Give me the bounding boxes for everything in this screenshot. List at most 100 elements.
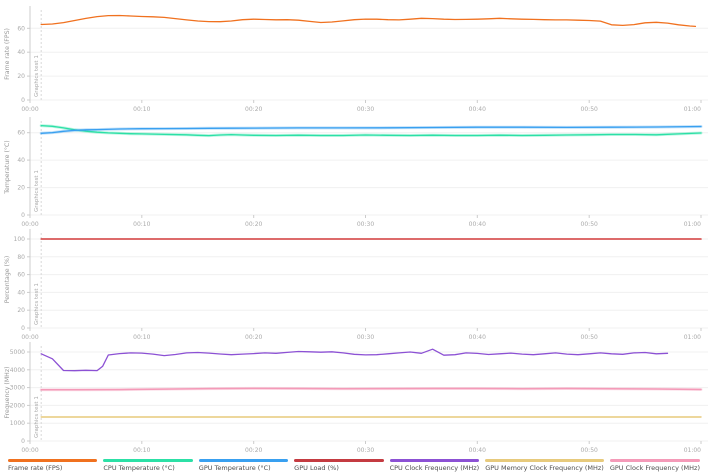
- x-tick-label: 00:50: [581, 447, 598, 454]
- y-tick-label: 1000: [10, 420, 25, 427]
- y-tick-label: 20: [17, 185, 25, 192]
- legend-label: GPU Temperature (°C): [198, 465, 271, 472]
- y-tick-label: 60: [17, 25, 25, 32]
- charts-stack: 0 20 40 60 00:00 00:10 00:20 00:30 00:40 00:50 01:…: [0, 0, 708, 455]
- x-tick-label: 01:00: [684, 106, 701, 112]
- legend-item-gpu-memory-clock-frequency-mhz[interactable]: GPU Memory Clock Frequency (MHz): [485, 459, 604, 472]
- y-tick-label: 0: [21, 212, 25, 219]
- x-tick-label: 00:00: [21, 221, 38, 227]
- y-tick-label: 40: [17, 157, 25, 164]
- x-axis-ticks: 00:00 00:10 00:20 00:30 00:40 00:50 01:00: [21, 328, 702, 341]
- y-axis-ticks: 0 20 40 60 80 100: [14, 236, 30, 332]
- legend-label: CPU Clock Frequency (MHz): [389, 465, 480, 472]
- chart-percentage: 0 20 40 60 80 100 00:00 00:10 00:20 00:30 00:40 00:…: [0, 227, 708, 341]
- x-axis-ticks: 00:00 00:10 00:20 00:30 00:40 00:50 01:00: [21, 441, 702, 454]
- y-tick-label: 0: [21, 325, 25, 332]
- series-line-gpu-clock-frequency-mhz: [40, 387, 702, 391]
- y-tick-label: 4000: [10, 367, 25, 374]
- series-line-frame-rate-fps: [40, 14, 697, 28]
- legend-label: GPU Load (%): [294, 465, 339, 472]
- legend: Frame rate (FPS) CPU Temperature (°C) GPU …: [0, 455, 708, 476]
- x-tick-label: 00:50: [581, 221, 598, 227]
- event-marker-label: Graphics test 1: [34, 283, 40, 325]
- x-tick-label: 00:20: [245, 221, 262, 227]
- y-tick-label: 20: [17, 73, 25, 80]
- gridlines: [30, 351, 708, 442]
- chart-svg-temperature: 0 20 40 60 00:00 00:10 00:20 00:30 00:40 00:50 01:…: [3, 117, 708, 228]
- x-tick-label: 00:10: [133, 447, 150, 454]
- event-marker-label: Graphics test 1: [34, 170, 40, 212]
- x-axis-ticks: 00:00 00:10 00:20 00:30 00:40 00:50 01:00: [21, 100, 702, 113]
- legend-item-cpu-clock-frequency-mhz[interactable]: CPU Clock Frequency (MHz): [389, 459, 480, 472]
- y-tick-label: 60: [17, 130, 25, 137]
- y-axis-ticks: 0 1000 2000 3000 4000 5000: [10, 349, 30, 445]
- y-axis-title: Frequency (MHz): [4, 367, 11, 419]
- legend-swatch-gpu-memory-clock-frequency-mhz: [485, 459, 604, 462]
- legend-item-frame-rate-fps[interactable]: Frame rate (FPS): [8, 459, 98, 472]
- legend-label: GPU Clock Frequency (MHz): [609, 465, 700, 472]
- x-tick-label: 00:00: [21, 447, 38, 454]
- x-tick-label: 00:30: [357, 447, 374, 454]
- x-tick-label: 00:20: [245, 106, 262, 112]
- gridlines: [30, 132, 708, 216]
- y-axis-title: Percentage (%): [4, 256, 11, 303]
- x-tick-label: 01:00: [684, 334, 701, 340]
- y-axis-ticks: 0 20 40 60: [17, 25, 30, 104]
- x-tick-label: 00:50: [581, 334, 598, 340]
- legend-label: GPU Memory Clock Frequency (MHz): [485, 465, 604, 472]
- legend-swatch-gpu-clock-frequency-mhz: [609, 459, 700, 462]
- y-axis-title: Temperature (°C): [3, 140, 11, 194]
- x-tick-label: 00:30: [357, 334, 374, 340]
- legend-swatch-frame-rate-fps: [8, 459, 98, 462]
- y-tick-label: 0: [21, 97, 25, 104]
- y-tick-label: 60: [17, 272, 25, 279]
- chart-frequency: 0 1000 2000 3000 4000 5000 00:00 00:10 00:20 00:3…: [0, 340, 708, 455]
- y-tick-label: 40: [17, 289, 25, 296]
- legend-swatch-gpu-load: [294, 459, 384, 462]
- y-axis-title: Frame rate (FPS): [4, 28, 11, 80]
- y-tick-label: 80: [17, 254, 25, 261]
- x-axis-ticks: 00:00 00:10 00:20 00:30 00:40 00:50 01:00: [21, 215, 702, 228]
- legend-item-cpu-temperature-c[interactable]: CPU Temperature (°C): [103, 459, 193, 472]
- legend-swatch-gpu-temperature-c: [198, 459, 289, 462]
- y-tick-label: 40: [17, 49, 25, 56]
- event-marker-label: Graphics test 1: [34, 55, 40, 97]
- y-tick-label: 0: [21, 438, 25, 445]
- chart-svg-frame-rate: 0 20 40 60 00:00 00:10 00:20 00:30 00:40 00:50 01:…: [4, 6, 708, 113]
- x-tick-label: 00:30: [357, 221, 374, 227]
- legend-item-gpu-temperature-c[interactable]: GPU Temperature (°C): [198, 459, 289, 472]
- x-tick-label: 00:40: [469, 221, 486, 227]
- x-tick-label: 00:20: [245, 334, 262, 340]
- legend-label: Frame rate (FPS): [8, 465, 63, 472]
- legend-item-gpu-load[interactable]: GPU Load (%): [294, 459, 384, 472]
- chart-svg-frequency: 0 1000 2000 3000 4000 5000 00:00 00:10 00:20 00:3…: [4, 342, 708, 454]
- event-marker-label: Graphics test 1: [34, 396, 40, 438]
- x-tick-label: 00:00: [21, 106, 38, 112]
- y-axis-ticks: 0 20 40 60: [17, 130, 30, 219]
- x-tick-label: 00:20: [245, 447, 262, 454]
- series-line-gpu-temperature-c: [40, 125, 702, 134]
- gridlines: [30, 238, 708, 329]
- y-tick-label: 2000: [10, 402, 25, 409]
- legend-item-gpu-clock-frequency-mhz[interactable]: GPU Clock Frequency (MHz): [609, 459, 700, 472]
- series-line-cpu-temperature-c: [40, 124, 702, 137]
- series-line-cpu-clock-frequency-mhz: [40, 348, 669, 372]
- chart-temperature: 0 20 40 60 00:00 00:10 00:20 00:30 00:40 00:50 01:…: [0, 112, 708, 228]
- x-tick-label: 00:10: [133, 334, 150, 340]
- x-tick-label: 00:30: [357, 106, 374, 112]
- x-tick-label: 00:10: [133, 106, 150, 112]
- legend-swatch-cpu-clock-frequency-mhz: [389, 459, 480, 462]
- chart-frame-rate: 0 20 40 60 00:00 00:10 00:20 00:30 00:40 00:50 01:…: [0, 0, 708, 113]
- gridlines: [30, 27, 708, 101]
- x-tick-label: 01:00: [684, 221, 701, 227]
- x-tick-label: 00:00: [21, 334, 38, 340]
- y-tick-label: 5000: [10, 349, 25, 356]
- x-tick-label: 00:40: [469, 106, 486, 112]
- legend-label: CPU Temperature (°C): [103, 465, 175, 472]
- x-tick-label: 00:40: [469, 334, 486, 340]
- x-tick-label: 00:10: [133, 221, 150, 227]
- y-tick-label: 20: [17, 307, 25, 314]
- x-tick-label: 00:50: [581, 106, 598, 112]
